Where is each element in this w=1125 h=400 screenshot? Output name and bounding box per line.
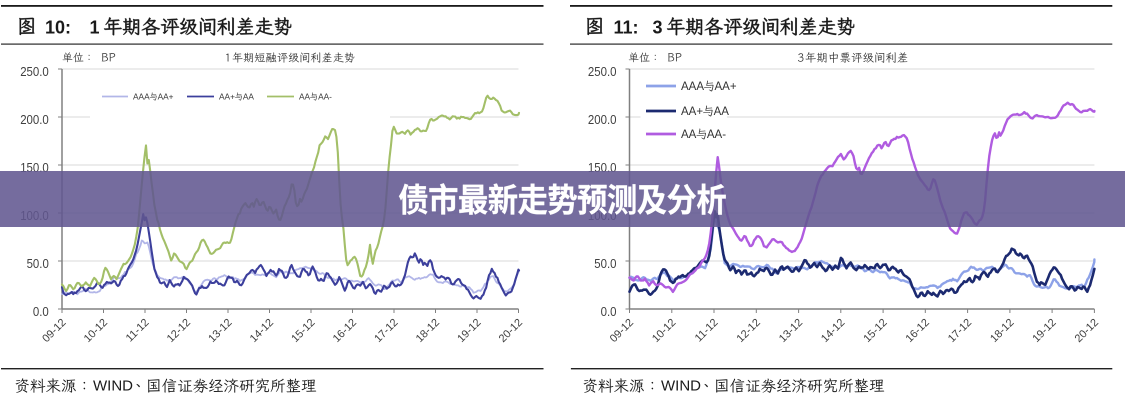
svg-text:AA: AA — [243, 92, 255, 102]
svg-text:AA: AA — [299, 92, 311, 102]
svg-text:250.0: 250.0 — [20, 65, 49, 79]
svg-text:200.0: 200.0 — [20, 113, 49, 127]
svg-text:AAA: AAA — [681, 81, 704, 93]
svg-text:AA+: AA+ — [715, 81, 737, 93]
svg-text:10:: 10: — [45, 17, 71, 37]
svg-text:AA: AA — [714, 106, 730, 118]
svg-text:AA+: AA+ — [158, 92, 174, 102]
svg-text:1: 1 — [90, 17, 100, 37]
svg-text:AA+: AA+ — [219, 92, 235, 102]
svg-text:WIND: WIND — [661, 378, 701, 395]
svg-text:50.0: 50.0 — [27, 257, 49, 271]
svg-text:3: 3 — [653, 17, 663, 37]
svg-text:11:: 11: — [614, 17, 639, 37]
svg-text:50.0: 50.0 — [594, 257, 616, 271]
svg-text:AA-: AA- — [707, 129, 726, 141]
svg-text:200.0: 200.0 — [588, 113, 617, 127]
svg-text:AA: AA — [681, 129, 697, 141]
svg-text:AA-: AA- — [318, 92, 332, 102]
svg-text:0.0: 0.0 — [33, 305, 49, 319]
svg-text:AA+: AA+ — [681, 106, 703, 118]
svg-text:250.0: 250.0 — [588, 65, 617, 79]
svg-text:0.0: 0.0 — [601, 305, 617, 319]
svg-text:AAA: AAA — [133, 92, 150, 102]
svg-text:WIND: WIND — [93, 378, 133, 395]
